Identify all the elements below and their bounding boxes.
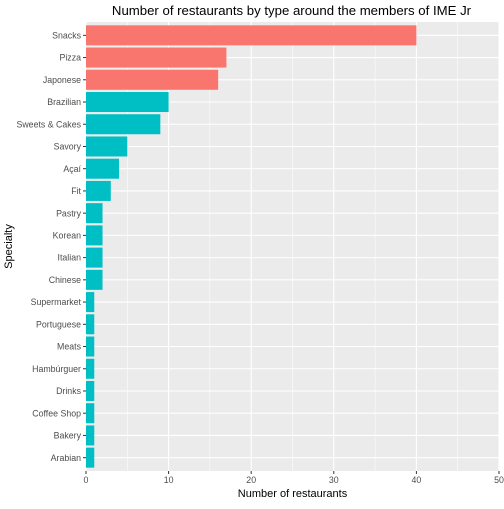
y-tick-label: Japonese (43, 75, 81, 85)
x-tick-label: 20 (246, 475, 256, 485)
bar-chinese (86, 269, 103, 290)
y-tick-label: Hambúrguer (32, 364, 81, 374)
y-axis-ticks: Snacks Pizza Japonese Brazilian Sweets & Cak… (16, 30, 86, 463)
bar-brazilian (86, 92, 169, 113)
y-tick-label: Pastry (56, 208, 82, 218)
y-tick-label: Brazilian (47, 97, 81, 107)
x-axis-title: Number of restaurants (238, 488, 348, 500)
x-tick-label: 0 (84, 475, 89, 485)
bar-savory (86, 136, 128, 157)
y-tick-label: Bakery (54, 431, 82, 441)
x-tick-label: 10 (164, 475, 174, 485)
y-tick-label: Drinks (56, 386, 82, 396)
y-tick-label: Fit (71, 186, 81, 196)
y-tick-label: Sweets & Cakes (16, 119, 81, 129)
y-tick-label: Pizza (59, 53, 81, 63)
chart-title: Number of restaurants by type around the… (112, 3, 472, 18)
y-tick-label: Chinese (49, 275, 81, 285)
y-axis-title: Specialty (3, 224, 15, 269)
major-gridlines (85, 22, 500, 471)
y-tick-label: Coffee Shop (32, 408, 81, 418)
y-tick-label: Snacks (52, 30, 81, 40)
y-tick-label: Meats (57, 342, 82, 352)
bar-japonese (86, 69, 219, 90)
y-tick-label: Korean (53, 230, 81, 240)
bar-snacks (86, 25, 417, 46)
bar-drinks (86, 380, 95, 401)
y-tick-label: Portuguese (36, 319, 81, 329)
bar-italian (86, 247, 103, 268)
bars (86, 25, 417, 468)
bar-arabian (86, 447, 95, 468)
bar-a-a- (86, 158, 120, 179)
y-tick-label: Arabian (51, 453, 81, 463)
x-tick-label: 30 (329, 475, 339, 485)
y-tick-label: Supermarket (31, 297, 82, 307)
x-tick-label: 40 (412, 475, 422, 485)
bar-portuguese (86, 314, 95, 335)
bar-pastry (86, 203, 103, 224)
bar-meats (86, 336, 95, 357)
bar-hamb-rguer (86, 358, 95, 379)
bar-pizza (86, 47, 227, 68)
bar-bakery (86, 425, 95, 446)
bar-sweets-cakes (86, 114, 161, 135)
bar-supermarket (86, 292, 95, 313)
x-tick-label: 50 (494, 475, 504, 485)
y-tick-label: Savory (54, 142, 82, 152)
y-tick-label: Italian (58, 253, 82, 263)
x-axis-ticks: 0 10 20 30 40 50 (84, 471, 504, 485)
bar-coffee-shop (86, 403, 95, 424)
y-tick-label: Açaí (63, 164, 81, 174)
bar-korean (86, 225, 103, 246)
bar-fit (86, 180, 111, 201)
